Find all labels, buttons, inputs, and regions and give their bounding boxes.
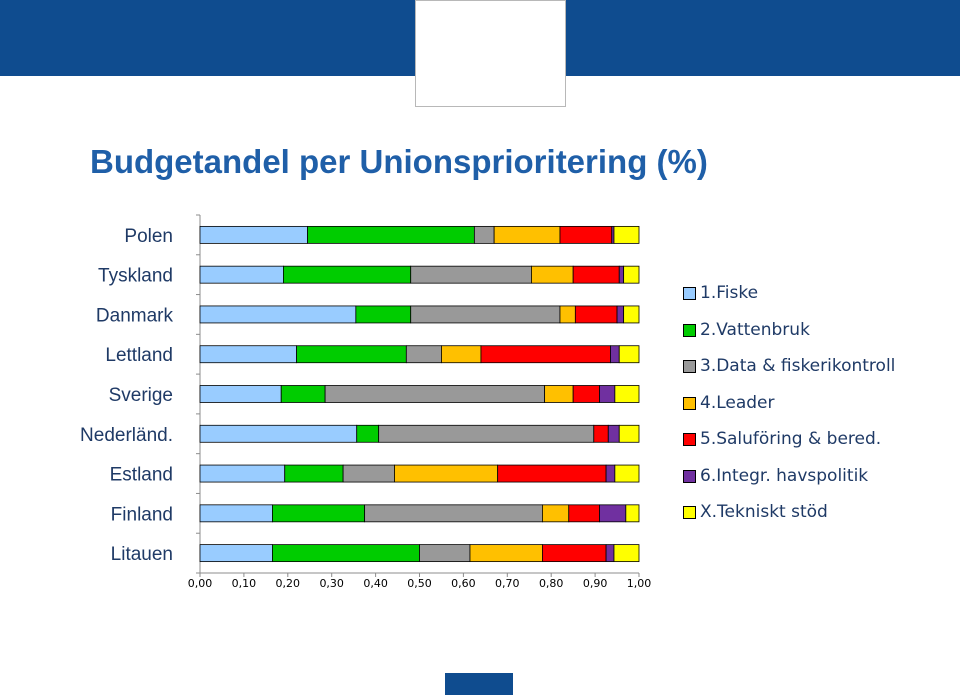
legend-label: 6.Integr. havspolitik bbox=[700, 465, 869, 486]
bar-segment bbox=[394, 464, 499, 483]
x-tick-label: 0,30 bbox=[319, 577, 344, 590]
bar-segment bbox=[364, 504, 543, 523]
legend-swatch bbox=[683, 323, 696, 337]
bar-segment bbox=[469, 544, 543, 563]
legend-swatch bbox=[683, 469, 696, 483]
bar-segment bbox=[378, 424, 595, 443]
category-label: Danmark bbox=[96, 305, 174, 326]
category-label: Lettland bbox=[105, 345, 173, 366]
legend-swatch bbox=[683, 506, 696, 519]
bar-segment bbox=[441, 345, 482, 364]
bar-segment bbox=[613, 225, 640, 244]
legend-label: 2.Vattenbruk bbox=[700, 319, 810, 340]
legend-swatch bbox=[683, 433, 696, 446]
bar-segment bbox=[419, 544, 471, 563]
bar-segment bbox=[283, 265, 412, 284]
category-label: Tyskland bbox=[98, 266, 173, 287]
bar-segment bbox=[284, 464, 344, 483]
page-title: Budgetandel per Unionsprioritering (%) bbox=[90, 143, 708, 180]
bar-segment bbox=[572, 385, 600, 403]
bar-segment bbox=[542, 544, 607, 563]
bar-segment bbox=[199, 385, 282, 403]
legend-swatch bbox=[683, 360, 696, 373]
x-tick-label: 0,60 bbox=[451, 577, 476, 590]
legend-swatch bbox=[683, 396, 696, 410]
bar-segment bbox=[599, 504, 627, 523]
x-tick-label: 0,90 bbox=[583, 577, 608, 590]
bar-segment bbox=[623, 305, 640, 324]
bar-segment bbox=[410, 305, 561, 324]
bar-segment bbox=[616, 305, 625, 324]
bar-segment bbox=[199, 464, 286, 483]
x-tick-label: 0,70 bbox=[495, 577, 520, 590]
footer-tab bbox=[445, 673, 513, 695]
legend-swatch bbox=[683, 287, 696, 300]
bar-segment bbox=[574, 305, 618, 324]
bar-segment bbox=[605, 464, 616, 483]
legend-label: 5.Saluföring & bered. bbox=[700, 429, 882, 449]
bar-segment bbox=[559, 225, 613, 244]
bar-segment bbox=[199, 345, 297, 364]
x-tick-label: 0,50 bbox=[407, 577, 432, 590]
bar-segment bbox=[355, 305, 412, 324]
x-tick-label: 0,20 bbox=[276, 577, 301, 590]
bar-segment bbox=[607, 424, 620, 443]
bar-segment bbox=[618, 265, 625, 284]
legend-label: 4.Leader bbox=[700, 392, 775, 413]
bar-segment bbox=[410, 265, 532, 284]
bar-segment bbox=[623, 265, 640, 284]
bar-segment bbox=[497, 464, 607, 483]
bar-segment bbox=[559, 305, 576, 324]
x-tick-label: 0,40 bbox=[363, 577, 388, 590]
bar-segment bbox=[614, 385, 640, 403]
bar-segment bbox=[356, 424, 380, 443]
bar-segment bbox=[199, 424, 358, 443]
bar-segment bbox=[199, 225, 308, 244]
x-tick-label: 0,00 bbox=[188, 577, 213, 590]
bar-segment bbox=[572, 265, 620, 284]
bar-segment bbox=[593, 424, 609, 443]
bar-segment bbox=[405, 345, 442, 364]
bar-segment bbox=[493, 225, 561, 244]
category-label: Estland bbox=[110, 465, 173, 486]
bar-segment bbox=[199, 265, 284, 284]
bar-segment bbox=[618, 424, 640, 443]
category-label: Finland bbox=[111, 504, 173, 525]
bar-segment bbox=[199, 544, 273, 563]
bar-segment bbox=[342, 464, 395, 483]
bar-segment bbox=[544, 385, 574, 403]
bar-segment bbox=[599, 385, 616, 403]
bar-segment bbox=[531, 265, 574, 284]
bar-segment bbox=[296, 345, 407, 364]
bar-segment bbox=[614, 464, 640, 483]
bar-segment bbox=[280, 385, 326, 403]
bar-segment bbox=[272, 504, 366, 523]
bar-segment bbox=[480, 345, 611, 364]
category-label: Sverige bbox=[109, 385, 173, 406]
legend-label: X.Tekniskt stöd bbox=[700, 502, 828, 522]
bar-segment bbox=[610, 345, 620, 364]
x-tick-label: 0,80 bbox=[539, 577, 564, 590]
bar-segment bbox=[199, 305, 357, 324]
bar-segment bbox=[568, 504, 600, 523]
bar-segment bbox=[473, 225, 495, 244]
category-label: Litauen bbox=[111, 544, 173, 565]
category-label: Nederländ. bbox=[80, 425, 173, 446]
x-tick-label: 0,10 bbox=[232, 577, 257, 590]
legend-label: 3.Data & fiskerikontroll bbox=[700, 356, 896, 376]
bar-segment bbox=[307, 225, 475, 244]
bar-segment bbox=[625, 504, 640, 523]
x-tick-label: 1,00 bbox=[627, 577, 652, 590]
bar-segment bbox=[605, 544, 615, 563]
bar-segment bbox=[618, 345, 640, 364]
legend-label: 1.Fiske bbox=[700, 283, 759, 303]
bar-segment bbox=[272, 544, 420, 563]
bar-segment bbox=[199, 504, 273, 523]
logo-placeholder bbox=[415, 0, 566, 107]
bar-segment bbox=[613, 544, 640, 563]
category-label: Polen bbox=[124, 226, 173, 247]
bar-segment bbox=[324, 385, 546, 403]
bar-segment bbox=[542, 504, 570, 523]
